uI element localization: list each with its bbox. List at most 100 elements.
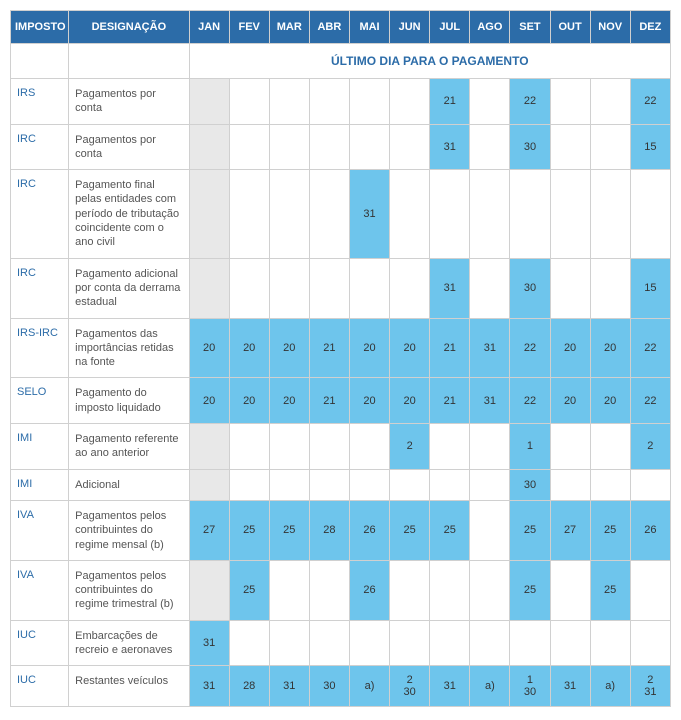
month-cell: 25 bbox=[269, 500, 309, 560]
month-cell bbox=[430, 424, 470, 470]
month-cell: 20 bbox=[229, 318, 269, 378]
tax-cell[interactable]: IRS-IRC bbox=[11, 318, 69, 378]
month-cell: a) bbox=[349, 666, 389, 707]
month-cell bbox=[229, 170, 269, 258]
month-cell bbox=[309, 79, 349, 125]
month-cell: 25 bbox=[229, 560, 269, 620]
month-cell: 31 bbox=[470, 318, 510, 378]
tax-cell[interactable]: IVA bbox=[11, 560, 69, 620]
month-cell bbox=[189, 170, 229, 258]
month-cell bbox=[269, 424, 309, 470]
month-cell: 31 bbox=[430, 124, 470, 170]
month-cell: 20 bbox=[550, 378, 590, 424]
month-cell bbox=[430, 560, 470, 620]
designation-cell: Embarcações de recreio e aeronaves bbox=[69, 620, 189, 666]
month-cell: 20 bbox=[390, 378, 430, 424]
month-cell bbox=[550, 79, 590, 125]
month-cell: 15 bbox=[630, 258, 670, 318]
month-cell bbox=[590, 620, 630, 666]
month-cell: 22 bbox=[510, 378, 550, 424]
table-row: IRS-IRCPagamentos das importâncias retid… bbox=[11, 318, 671, 378]
month-cell: 1 bbox=[510, 424, 550, 470]
month-cell: 27 bbox=[550, 500, 590, 560]
month-cell: 21 bbox=[430, 79, 470, 125]
col-jun: JUN bbox=[390, 11, 430, 44]
tax-cell[interactable]: IRC bbox=[11, 170, 69, 258]
month-cell bbox=[269, 469, 309, 500]
month-cell bbox=[390, 170, 430, 258]
tax-calendar-table: IMPOSTO DESIGNAÇÃO JAN FEV MAR ABR MAI J… bbox=[10, 10, 671, 707]
month-cell: 2 31 bbox=[630, 666, 670, 707]
table-row: IRCPagamento final pelas entidades com p… bbox=[11, 170, 671, 258]
month-cell bbox=[470, 124, 510, 170]
month-cell bbox=[470, 620, 510, 666]
month-cell bbox=[590, 469, 630, 500]
month-cell bbox=[349, 124, 389, 170]
month-cell: a) bbox=[590, 666, 630, 707]
month-cell bbox=[269, 79, 309, 125]
month-cell: 26 bbox=[349, 560, 389, 620]
month-cell: 28 bbox=[309, 500, 349, 560]
month-cell: 20 bbox=[269, 318, 309, 378]
month-cell bbox=[229, 424, 269, 470]
col-fev: FEV bbox=[229, 11, 269, 44]
tax-cell[interactable]: IMI bbox=[11, 469, 69, 500]
month-cell bbox=[590, 124, 630, 170]
month-cell bbox=[189, 79, 229, 125]
month-cell bbox=[309, 424, 349, 470]
tax-cell[interactable]: IRS bbox=[11, 79, 69, 125]
designation-cell: Pagamento referente ao ano anterior bbox=[69, 424, 189, 470]
month-cell bbox=[269, 124, 309, 170]
month-cell bbox=[590, 424, 630, 470]
designation-cell: Pagamentos das importâncias retidas na f… bbox=[69, 318, 189, 378]
month-cell: 31 bbox=[430, 258, 470, 318]
month-cell: 20 bbox=[590, 318, 630, 378]
month-cell: 26 bbox=[349, 500, 389, 560]
month-cell bbox=[470, 500, 510, 560]
tax-cell[interactable]: IUC bbox=[11, 620, 69, 666]
month-cell: 22 bbox=[630, 378, 670, 424]
tax-cell[interactable]: IVA bbox=[11, 500, 69, 560]
month-cell bbox=[309, 620, 349, 666]
table-row: IVAPagamentos pelos contribuintes do reg… bbox=[11, 560, 671, 620]
month-cell: 21 bbox=[309, 378, 349, 424]
month-cell: 31 bbox=[349, 170, 389, 258]
table-row: IUCEmbarcações de recreio e aeronaves31 bbox=[11, 620, 671, 666]
tax-cell[interactable]: IUC bbox=[11, 666, 69, 707]
tax-cell[interactable]: IMI bbox=[11, 424, 69, 470]
month-cell: 22 bbox=[630, 318, 670, 378]
tax-cell[interactable]: IRC bbox=[11, 258, 69, 318]
month-cell bbox=[630, 620, 670, 666]
month-cell bbox=[349, 79, 389, 125]
tax-cell[interactable]: SELO bbox=[11, 378, 69, 424]
designation-cell: Adicional bbox=[69, 469, 189, 500]
month-cell: 20 bbox=[349, 318, 389, 378]
month-cell bbox=[470, 560, 510, 620]
month-cell bbox=[550, 620, 590, 666]
month-cell: 20 bbox=[189, 318, 229, 378]
month-cell: 2 bbox=[390, 424, 430, 470]
month-cell bbox=[590, 170, 630, 258]
month-cell: 30 bbox=[309, 666, 349, 707]
month-cell bbox=[590, 79, 630, 125]
col-set: SET bbox=[510, 11, 550, 44]
month-cell bbox=[309, 469, 349, 500]
month-cell: 21 bbox=[430, 378, 470, 424]
month-cell bbox=[229, 79, 269, 125]
month-cell: 2 bbox=[630, 424, 670, 470]
table-row: IRSPagamentos por conta212222 bbox=[11, 79, 671, 125]
table-row: IVAPagamentos pelos contribuintes do reg… bbox=[11, 500, 671, 560]
month-cell bbox=[309, 170, 349, 258]
designation-cell: Pagamentos por conta bbox=[69, 124, 189, 170]
month-cell: 20 bbox=[590, 378, 630, 424]
month-cell: 20 bbox=[229, 378, 269, 424]
month-cell: 1 30 bbox=[510, 666, 550, 707]
month-cell bbox=[430, 620, 470, 666]
month-cell bbox=[510, 620, 550, 666]
month-cell bbox=[269, 620, 309, 666]
col-mar: MAR bbox=[269, 11, 309, 44]
tax-cell[interactable]: IRC bbox=[11, 124, 69, 170]
designation-cell: Pagamentos por conta bbox=[69, 79, 189, 125]
month-cell: 31 bbox=[430, 666, 470, 707]
month-cell bbox=[470, 469, 510, 500]
